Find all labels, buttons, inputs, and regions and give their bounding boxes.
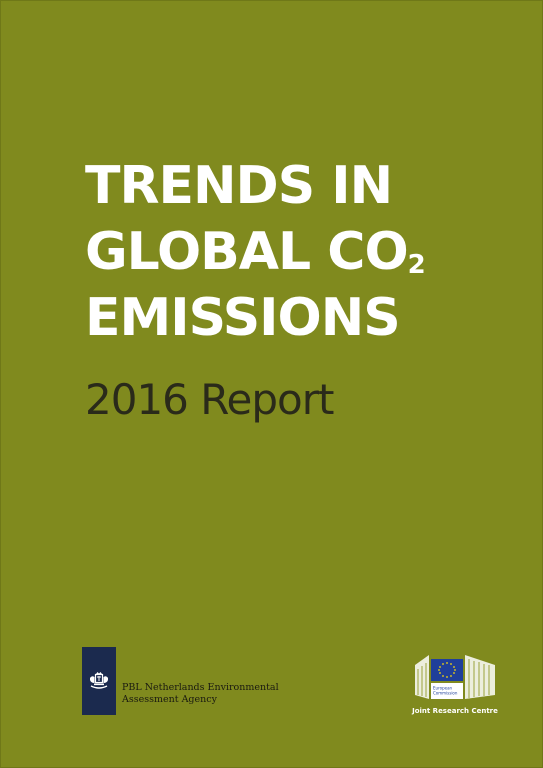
pbl-name-line-2: Assessment Agency (122, 694, 217, 705)
netherlands-coat-of-arms-icon (82, 647, 116, 715)
co2-subscript: 2 (407, 250, 426, 280)
report-title: TRENDS IN GLOBAL CO2 EMISSIONS (85, 153, 426, 351)
pbl-agency-name: PBL Netherlands Environmental Assessment… (122, 682, 279, 706)
report-subtitle: 2016 Report (85, 375, 334, 424)
ec-logo-text-2: Commission (433, 691, 458, 696)
pbl-name-line-1: PBL Netherlands Environmental (122, 682, 279, 693)
jrc-label: Joint Research Centre (412, 707, 498, 715)
title-line-2: GLOBAL CO2 (85, 219, 426, 285)
european-commission-logo-icon: European Commission (415, 649, 495, 701)
ec-logo-text-1: European (433, 686, 453, 691)
title-line-3: EMISSIONS (85, 288, 401, 348)
title-line-1: TRENDS IN (85, 156, 393, 216)
title-line-2-text: GLOBAL CO (85, 222, 409, 282)
